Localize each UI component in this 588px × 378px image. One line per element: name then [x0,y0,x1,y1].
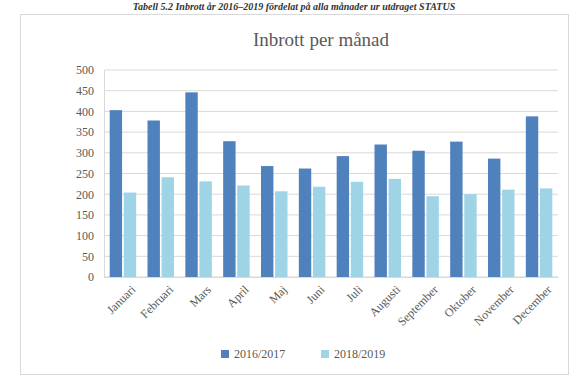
y-axis-line [104,71,105,278]
legend-swatch [321,350,329,358]
x-tick-label: Juli [343,282,366,305]
grid-line [104,90,558,91]
y-tick: 250 [76,167,104,181]
bar [199,181,211,277]
x-tick: September [395,277,441,329]
x-tick-label: Augusti [366,282,403,319]
bar [502,190,514,277]
x-tick-label: Februari [138,282,177,321]
bar [426,196,438,277]
y-tick-label: 450 [76,84,94,98]
x-tick-label: December [510,283,555,328]
y-tick: 500 [76,63,104,77]
x-tick-label: Januari [104,282,139,317]
y-tick-label: 300 [76,146,94,160]
x-tick: Oktober [441,277,479,320]
y-tick-label: 200 [76,188,94,202]
y-tick: 300 [76,146,104,160]
bar [275,191,287,277]
bar [464,194,476,277]
bar [162,177,174,277]
bar [450,142,462,277]
x-tick: November [471,277,517,328]
x-tick: December [510,277,555,327]
y-tick: 50 [82,250,104,264]
x-tick: Februari [138,277,177,321]
y-axis: 0 50 100 150 200 250 300 350 400 450 500 [76,63,105,284]
legend-label: 2018/2019 [334,347,385,361]
x-tick-label: Juni [303,282,328,307]
y-tick-label: 400 [76,105,94,119]
x-axis-line [105,277,559,278]
y-tick-label: 100 [76,229,94,243]
x-tick-label: Oktober [441,283,479,321]
x-tick: Juli [343,277,366,305]
x-tick: Juni [303,277,328,307]
bar [337,156,349,277]
bar [299,169,311,277]
bar [261,166,273,277]
grid-line [104,70,558,71]
y-tick: 0 [88,270,104,284]
bar [540,188,552,277]
x-tick: April [224,277,252,310]
y-tick: 150 [76,208,104,222]
grid-line [104,152,558,153]
y-tick: 100 [76,229,104,243]
bar [351,182,363,277]
legend-label: 2016/2017 [234,347,285,361]
y-tick-label: 350 [76,125,94,139]
y-tick-label: 500 [76,63,94,77]
caption: Tabell 5.2 Inbrott år 2016–2019 fördelat… [133,1,456,12]
bar [185,92,197,277]
chart-frame [21,15,569,375]
bar [526,116,538,277]
grid-line [104,132,558,133]
y-tick-label: 250 [76,167,94,181]
bar [313,187,325,277]
chart-title: Inbrott per månad [253,29,390,50]
legend: 2016/2017 2018/2019 [221,347,385,361]
x-tick-label: November [471,283,517,329]
x-tick-label: Maj [266,283,290,307]
bar [389,179,401,277]
x-tick-label: April [224,282,252,310]
grid-line [104,111,558,112]
bar [237,186,249,277]
y-tick: 400 [76,105,104,119]
bars [110,92,553,277]
bar [412,151,424,277]
x-tick: Januari [104,277,139,317]
x-tick: Augusti [366,277,403,319]
x-tick-label: September [395,283,441,329]
x-tick: Mars [187,277,215,310]
bar [148,121,160,277]
bar [488,159,500,277]
grid [104,70,558,277]
y-tick: 450 [76,84,104,98]
y-tick-label: 150 [76,208,94,222]
legend-swatch [221,350,229,358]
y-tick-label: 50 [82,250,94,264]
bar [124,193,136,277]
y-tick: 350 [76,125,104,139]
y-tick: 200 [76,188,104,202]
x-tick: Maj [266,277,290,306]
x-axis: JanuariFebruari Mars April Maj Juni JuliAugus… [104,277,559,329]
x-tick-label: Mars [187,282,215,310]
y-tick-label: 0 [88,270,94,284]
chart: Tabell 5.2 Inbrott år 2016–2019 fördelat… [0,0,588,378]
bar [223,141,235,277]
bar [110,110,122,277]
bar [375,145,387,277]
